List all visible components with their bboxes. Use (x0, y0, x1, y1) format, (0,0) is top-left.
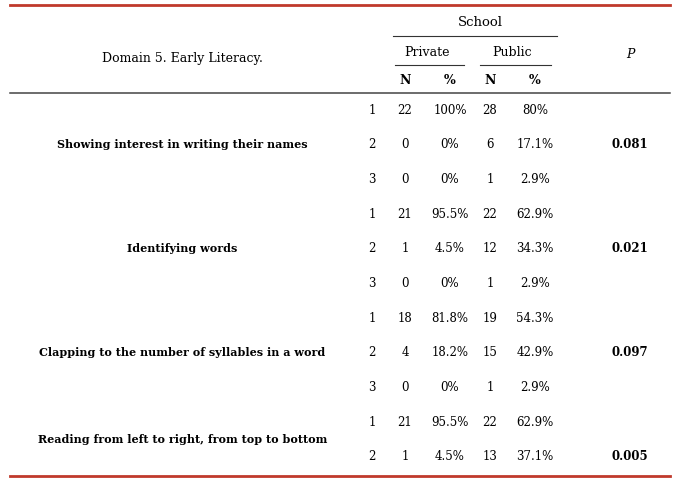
Text: 34.3%: 34.3% (516, 242, 554, 256)
Text: 54.3%: 54.3% (516, 312, 554, 325)
Text: %: % (529, 74, 541, 87)
Text: 2.9%: 2.9% (520, 173, 550, 186)
Text: 81.8%: 81.8% (432, 312, 469, 325)
Text: 2.9%: 2.9% (520, 277, 550, 290)
Text: 1: 1 (369, 104, 375, 117)
Text: 17.1%: 17.1% (516, 138, 554, 151)
Text: 4.5%: 4.5% (435, 450, 465, 463)
Text: 22: 22 (483, 416, 497, 428)
Text: 1: 1 (486, 381, 494, 394)
Text: 6: 6 (486, 138, 494, 151)
Text: N: N (399, 74, 411, 87)
Text: N: N (484, 74, 496, 87)
Text: 4.5%: 4.5% (435, 242, 465, 256)
Text: 2: 2 (369, 242, 375, 256)
Text: 3: 3 (369, 277, 376, 290)
Text: 13: 13 (483, 450, 498, 463)
Text: 1: 1 (401, 450, 409, 463)
Text: 0: 0 (401, 173, 409, 186)
Text: 2: 2 (369, 450, 375, 463)
Text: 0.021: 0.021 (611, 242, 648, 256)
Text: 0.005: 0.005 (612, 450, 648, 463)
Text: P: P (626, 48, 634, 61)
Text: 1: 1 (486, 277, 494, 290)
Text: Showing interest in writing their names: Showing interest in writing their names (57, 139, 308, 151)
Text: 18.2%: 18.2% (432, 346, 469, 359)
Text: 1: 1 (486, 173, 494, 186)
Text: 3: 3 (369, 381, 376, 394)
Text: Identifying words: Identifying words (127, 243, 238, 255)
Text: 100%: 100% (433, 104, 466, 117)
Text: 0: 0 (401, 138, 409, 151)
Text: Public: Public (493, 45, 532, 59)
Text: 1: 1 (369, 312, 375, 325)
Text: 22: 22 (398, 104, 412, 117)
Text: 2: 2 (369, 138, 375, 151)
Text: 2.9%: 2.9% (520, 381, 550, 394)
Text: School: School (458, 15, 503, 29)
Text: 2: 2 (369, 346, 375, 359)
Text: 22: 22 (483, 208, 497, 221)
Text: 0%: 0% (441, 138, 459, 151)
Text: 0.081: 0.081 (612, 138, 648, 151)
Text: 3: 3 (369, 173, 376, 186)
Text: Reading from left to right, from top to bottom: Reading from left to right, from top to … (38, 434, 327, 445)
Text: 62.9%: 62.9% (516, 208, 554, 221)
Text: 62.9%: 62.9% (516, 416, 554, 428)
Text: %: % (444, 74, 456, 87)
Text: 95.5%: 95.5% (431, 208, 469, 221)
Text: 80%: 80% (522, 104, 548, 117)
Text: 21: 21 (398, 416, 412, 428)
Text: 0%: 0% (441, 277, 459, 290)
Text: 0.097: 0.097 (612, 346, 648, 359)
Text: Private: Private (405, 45, 450, 59)
Text: 0%: 0% (441, 381, 459, 394)
Text: 0%: 0% (441, 173, 459, 186)
Text: 42.9%: 42.9% (516, 346, 554, 359)
Text: 18: 18 (398, 312, 412, 325)
Text: 21: 21 (398, 208, 412, 221)
Text: 12: 12 (483, 242, 497, 256)
Text: 95.5%: 95.5% (431, 416, 469, 428)
Text: 19: 19 (483, 312, 498, 325)
Text: 0: 0 (401, 381, 409, 394)
Text: 4: 4 (401, 346, 409, 359)
Text: Domain 5. Early Literacy.: Domain 5. Early Literacy. (102, 52, 263, 65)
Text: Clapping to the number of syllables in a word: Clapping to the number of syllables in a… (39, 348, 326, 358)
Text: 0: 0 (401, 277, 409, 290)
Text: 15: 15 (483, 346, 498, 359)
Text: 1: 1 (369, 208, 375, 221)
Text: 1: 1 (369, 416, 375, 428)
Text: 1: 1 (401, 242, 409, 256)
Text: 28: 28 (483, 104, 497, 117)
Text: 37.1%: 37.1% (516, 450, 554, 463)
